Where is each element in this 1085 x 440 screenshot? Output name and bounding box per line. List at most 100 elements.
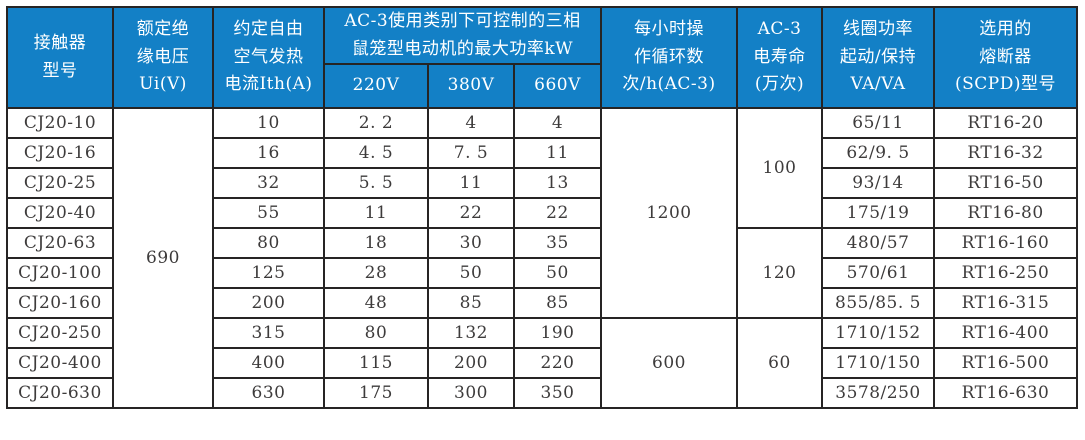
cell-p380: 11 bbox=[427, 167, 515, 200]
cell-p220: 2. 2 bbox=[323, 107, 429, 140]
cell-p220: 11 bbox=[323, 197, 429, 230]
cell-coil: 855/85. 5 bbox=[821, 287, 935, 320]
cell-ith: 315 bbox=[212, 317, 325, 350]
cell-p380: 30 bbox=[427, 227, 515, 260]
cell-p220: 4. 5 bbox=[323, 137, 429, 170]
cell-p220: 28 bbox=[323, 257, 429, 290]
cell-life: 100 bbox=[736, 107, 823, 230]
cell-ith: 400 bbox=[212, 347, 325, 380]
cell-p660: 350 bbox=[513, 377, 602, 410]
cell-p660: 11 bbox=[513, 137, 602, 170]
cell-p380: 200 bbox=[427, 347, 515, 380]
cell-coil: 480/57 bbox=[821, 227, 935, 260]
cell-ith: 16 bbox=[212, 137, 325, 170]
header-ac3-max-power: AC-3使用类别下可控制的三相 鼠笼型电动机的最大功率kW bbox=[323, 5, 602, 66]
cell-fuse: RT16-80 bbox=[933, 197, 1078, 230]
cell-life: 120 bbox=[736, 227, 823, 320]
cell-p380: 4 bbox=[427, 107, 515, 140]
table-row: CJ20-250 315 80 132 190 600 60 1710/152 … bbox=[6, 317, 1078, 410]
cell-p660: 35 bbox=[513, 227, 602, 260]
cell-p660: 13 bbox=[513, 167, 602, 200]
cell-p660: 4 bbox=[513, 107, 602, 140]
header-thermal-current: 约定自由 空气发热 电流Ith(A) bbox=[212, 5, 325, 110]
table-row: CJ20-100 125 28 50 50 570/61 RT16-250 bbox=[6, 257, 1078, 290]
cell-model: CJ20-16 bbox=[6, 137, 114, 170]
table-row: CJ20-10 690 10 2. 2 4 4 1200 100 65/11 R… bbox=[6, 107, 1078, 410]
table-row: CJ20-25 32 5. 5 11 13 93/14 RT16-50 bbox=[6, 167, 1078, 200]
cell-p220: 48 bbox=[323, 287, 429, 320]
cell-ith: 630 bbox=[212, 377, 325, 410]
cell-coil: 1710/150 bbox=[821, 347, 935, 380]
cell-p660: 220 bbox=[513, 347, 602, 380]
table-row: CJ20-630 630 175 300 350 3578/250 RT16-6… bbox=[6, 377, 1078, 410]
table-row: CJ20-40 55 11 22 22 175/19 RT16-80 bbox=[6, 197, 1078, 230]
cell-coil: 3578/250 bbox=[821, 377, 935, 410]
cell-life: 60 bbox=[736, 317, 823, 410]
cell-p220: 18 bbox=[323, 227, 429, 260]
cell-coil: 175/19 bbox=[821, 197, 935, 230]
header-model: 接触器 型号 bbox=[6, 5, 114, 110]
header-660v: 660V bbox=[513, 63, 602, 110]
cell-fuse: RT16-315 bbox=[933, 287, 1078, 320]
cell-p220: 115 bbox=[323, 347, 429, 380]
cell-p660: 85 bbox=[513, 287, 602, 320]
cell-ith: 32 bbox=[212, 167, 325, 200]
header-insulation-voltage: 额定绝 缘电压 Ui(V) bbox=[112, 5, 214, 110]
cell-p380: 7. 5 bbox=[427, 137, 515, 170]
cell-p380: 85 bbox=[427, 287, 515, 320]
cell-p660: 50 bbox=[513, 257, 602, 290]
cell-p380: 50 bbox=[427, 257, 515, 290]
header-fuse-model: 选用的 熔断器 (SCPD)型号 bbox=[933, 5, 1078, 110]
cell-ith: 55 bbox=[212, 197, 325, 230]
cell-ith: 80 bbox=[212, 227, 325, 260]
cell-cycles: 600 bbox=[600, 317, 738, 410]
cell-fuse: RT16-160 bbox=[933, 227, 1078, 260]
contactor-spec-table: 接触器 型号 额定绝 缘电压 Ui(V) 约定自由 空气发热 电流Ith(A) … bbox=[6, 5, 1078, 410]
header-subrow-voltages: 220V 380V 660V bbox=[7, 63, 1077, 110]
cell-p220: 5. 5 bbox=[323, 167, 429, 200]
cell-model: CJ20-100 bbox=[6, 257, 114, 290]
cell-model: CJ20-250 bbox=[6, 317, 114, 350]
cell-fuse: RT16-500 bbox=[933, 347, 1078, 380]
table-row: CJ20-16 16 4. 5 7. 5 11 62/9. 5 RT16-32 bbox=[6, 137, 1078, 170]
cell-p380: 300 bbox=[427, 377, 515, 410]
table-row: CJ20-400 400 115 200 220 1710/150 RT16-5… bbox=[6, 347, 1078, 380]
cell-model: CJ20-63 bbox=[6, 227, 114, 260]
cell-p660: 190 bbox=[513, 317, 602, 350]
table-row: CJ20-63 80 18 30 35 120 480/57 RT16-160 bbox=[6, 227, 1078, 320]
cell-ith: 200 bbox=[212, 287, 325, 320]
cell-model: CJ20-10 bbox=[6, 107, 114, 140]
cell-model: CJ20-630 bbox=[6, 377, 114, 410]
cell-ith: 10 bbox=[212, 107, 325, 140]
cell-insulation-voltage: 690 bbox=[112, 107, 214, 410]
table-header: 接触器 型号 额定绝 缘电压 Ui(V) 约定自由 空气发热 电流Ith(A) … bbox=[6, 5, 1078, 110]
cell-p380: 22 bbox=[427, 197, 515, 230]
cell-fuse: RT16-20 bbox=[933, 107, 1078, 140]
cell-coil: 1710/152 bbox=[821, 317, 935, 350]
table-body: CJ20-10 690 10 2. 2 4 4 1200 100 65/11 R… bbox=[6, 107, 1078, 410]
header-220v: 220V bbox=[323, 63, 429, 110]
cell-coil: 570/61 bbox=[821, 257, 935, 290]
cell-coil: 62/9. 5 bbox=[821, 137, 935, 170]
cell-fuse: RT16-250 bbox=[933, 257, 1078, 290]
cell-p220: 80 bbox=[323, 317, 429, 350]
header-row: 接触器 型号 额定绝 缘电压 Ui(V) 约定自由 空气发热 电流Ith(A) … bbox=[6, 5, 1078, 110]
header-electrical-life: AC-3 电寿命 (万次) bbox=[736, 5, 823, 110]
cell-model: CJ20-40 bbox=[6, 197, 114, 230]
cell-coil: 65/11 bbox=[821, 107, 935, 140]
cell-fuse: RT16-400 bbox=[933, 317, 1078, 350]
cell-fuse: RT16-630 bbox=[933, 377, 1078, 410]
cell-fuse: RT16-32 bbox=[933, 137, 1078, 170]
header-coil-power: 线圈功率 起动/保持 VA/VA bbox=[821, 5, 935, 110]
cell-ith: 125 bbox=[212, 257, 325, 290]
cell-model: CJ20-160 bbox=[6, 287, 114, 320]
cell-p660: 22 bbox=[513, 197, 602, 230]
header-380v: 380V bbox=[427, 63, 515, 110]
cell-coil: 93/14 bbox=[821, 167, 935, 200]
cell-model: CJ20-25 bbox=[6, 167, 114, 200]
cell-model: CJ20-400 bbox=[6, 347, 114, 380]
cell-cycles: 1200 bbox=[600, 107, 738, 320]
table-row: CJ20-160 200 48 85 85 855/85. 5 RT16-315 bbox=[6, 287, 1078, 320]
cell-p220: 175 bbox=[323, 377, 429, 410]
